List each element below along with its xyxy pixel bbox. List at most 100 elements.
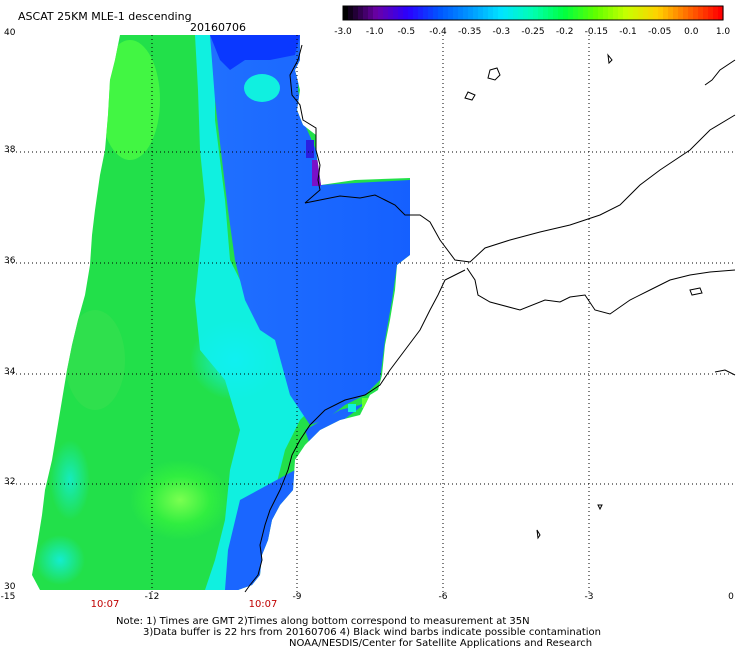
colorbar-cell (583, 6, 589, 20)
note-line-3: NOAA/NESDIS/Center for Satellite Applica… (289, 638, 593, 649)
colorbar-cell (633, 6, 639, 20)
colorbar-label: -0.4 (429, 27, 447, 37)
colorbar-cell (483, 6, 489, 20)
lat-label: 38 (4, 145, 16, 155)
colorbar-cell (523, 6, 529, 20)
colorbar-cell (448, 6, 454, 20)
colorbar-cell (458, 6, 464, 20)
time-label-right: 10:07 (248, 599, 278, 610)
colorbar-cell (488, 6, 494, 20)
colorbar-cell (673, 6, 679, 20)
colorbar-cell (693, 6, 699, 20)
colorbar-cell (438, 6, 444, 20)
colorbar-cell (593, 6, 599, 20)
colorbar-cell (718, 6, 724, 20)
note-line-2: 3)Data buffer is 22 hrs from 20160706 4)… (143, 627, 601, 638)
time-label-left: 10:07 (90, 599, 120, 610)
colorbar-cell (533, 6, 539, 20)
colorbar-cell (388, 6, 394, 20)
colorbar-cell (563, 6, 569, 20)
colorbar-cell (638, 6, 644, 20)
colorbar-cell (688, 6, 694, 20)
colorbar-cell (358, 6, 364, 20)
colorbar-cell (698, 6, 704, 20)
colorbar-cell (463, 6, 469, 20)
colorbar-cell (558, 6, 564, 20)
colorbar-label: 0.0 (684, 27, 699, 37)
colorbar-label: -0.15 (584, 27, 608, 37)
colorbar-cell (373, 6, 379, 20)
colorbar-cell (453, 6, 459, 20)
colorbar-cell (703, 6, 709, 20)
colorbar-cell (658, 6, 664, 20)
lon-label: 0 (728, 592, 734, 602)
colorbar-cell (433, 6, 439, 20)
colorbar-cell (613, 6, 619, 20)
colorbar-label: -1.0 (365, 27, 384, 37)
colorbar-cell (648, 6, 654, 20)
lat-label: 36 (4, 256, 16, 266)
colorbar-cell (368, 6, 374, 20)
lat-label: 34 (4, 367, 16, 377)
colorbar-cell (418, 6, 424, 20)
colorbar-cell (538, 6, 544, 20)
colorbar-cell (553, 6, 559, 20)
colorbar-cell (353, 6, 359, 20)
colorbar-cell (578, 6, 584, 20)
colorbar-cell (528, 6, 534, 20)
lat-label: 32 (4, 477, 16, 487)
colorbar-cell (363, 6, 369, 20)
note-line-1: Note: 1) Times are GMT 2)Times along bot… (116, 616, 530, 627)
lon-label: -9 (292, 592, 302, 602)
colorbar-cell (493, 6, 499, 20)
colorbar-cell (513, 6, 519, 20)
lon-label: -3 (584, 592, 594, 602)
lon-label: -6 (438, 592, 448, 602)
colorbar-cell (408, 6, 414, 20)
colorbar-cell (508, 6, 514, 20)
lat-label: 30 (4, 582, 16, 592)
colorbar-cell (423, 6, 429, 20)
colorbar-cell (713, 6, 719, 20)
colorbar-cell (498, 6, 504, 20)
colorbar-cell (618, 6, 624, 20)
colorbar-cell (518, 6, 524, 20)
colorbar-label: -3.0 (334, 27, 352, 37)
product-title: ASCAT 25KM MLE-1 descending (18, 10, 192, 23)
colorbar-cell (428, 6, 434, 20)
colorbar-cell (678, 6, 684, 20)
colorbar-cell (548, 6, 554, 20)
colorbar-cell (403, 6, 409, 20)
colorbar-label: -0.1 (619, 27, 637, 37)
colorbar-label: -0.05 (648, 27, 672, 37)
colorbar-cell (473, 6, 479, 20)
colorbar-cell (588, 6, 594, 20)
colorbar-label: -0.25 (521, 27, 545, 37)
colorbar-cell (543, 6, 549, 20)
colorbar-cell (343, 6, 349, 20)
lon-label: -15 (0, 592, 16, 602)
colorbar-cell (663, 6, 669, 20)
colorbar-label: -0.5 (397, 27, 416, 37)
colorbar-cell (568, 6, 574, 20)
colorbar-label: 1.0 (715, 27, 731, 37)
colorbar-cell (623, 6, 629, 20)
colorbar-cell (468, 6, 474, 20)
colorbar-cell (393, 6, 399, 20)
colorbar-label: -0.3 (492, 27, 511, 37)
colorbar-label: -0.35 (458, 27, 482, 37)
colorbar-cell (443, 6, 449, 20)
colorbar-cell (683, 6, 689, 20)
colorbar-cell (378, 6, 384, 20)
colorbar-cell (383, 6, 389, 20)
colorbar-cell (348, 6, 354, 20)
colorbar (342, 5, 724, 21)
colorbar-cell (643, 6, 649, 20)
colorbar-cell (573, 6, 579, 20)
colorbar-cell (708, 6, 714, 20)
colorbar-cell (608, 6, 614, 20)
coastline (244, 44, 736, 593)
colorbar-cell (668, 6, 674, 20)
